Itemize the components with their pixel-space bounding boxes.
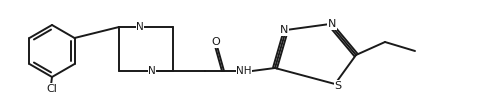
Text: NH: NH bbox=[236, 66, 251, 76]
Text: N: N bbox=[279, 25, 288, 35]
Text: O: O bbox=[211, 37, 220, 47]
Text: N: N bbox=[148, 66, 156, 76]
Text: S: S bbox=[334, 81, 341, 91]
Text: Cl: Cl bbox=[47, 84, 57, 94]
Text: N: N bbox=[327, 19, 336, 29]
Text: N: N bbox=[136, 22, 144, 32]
